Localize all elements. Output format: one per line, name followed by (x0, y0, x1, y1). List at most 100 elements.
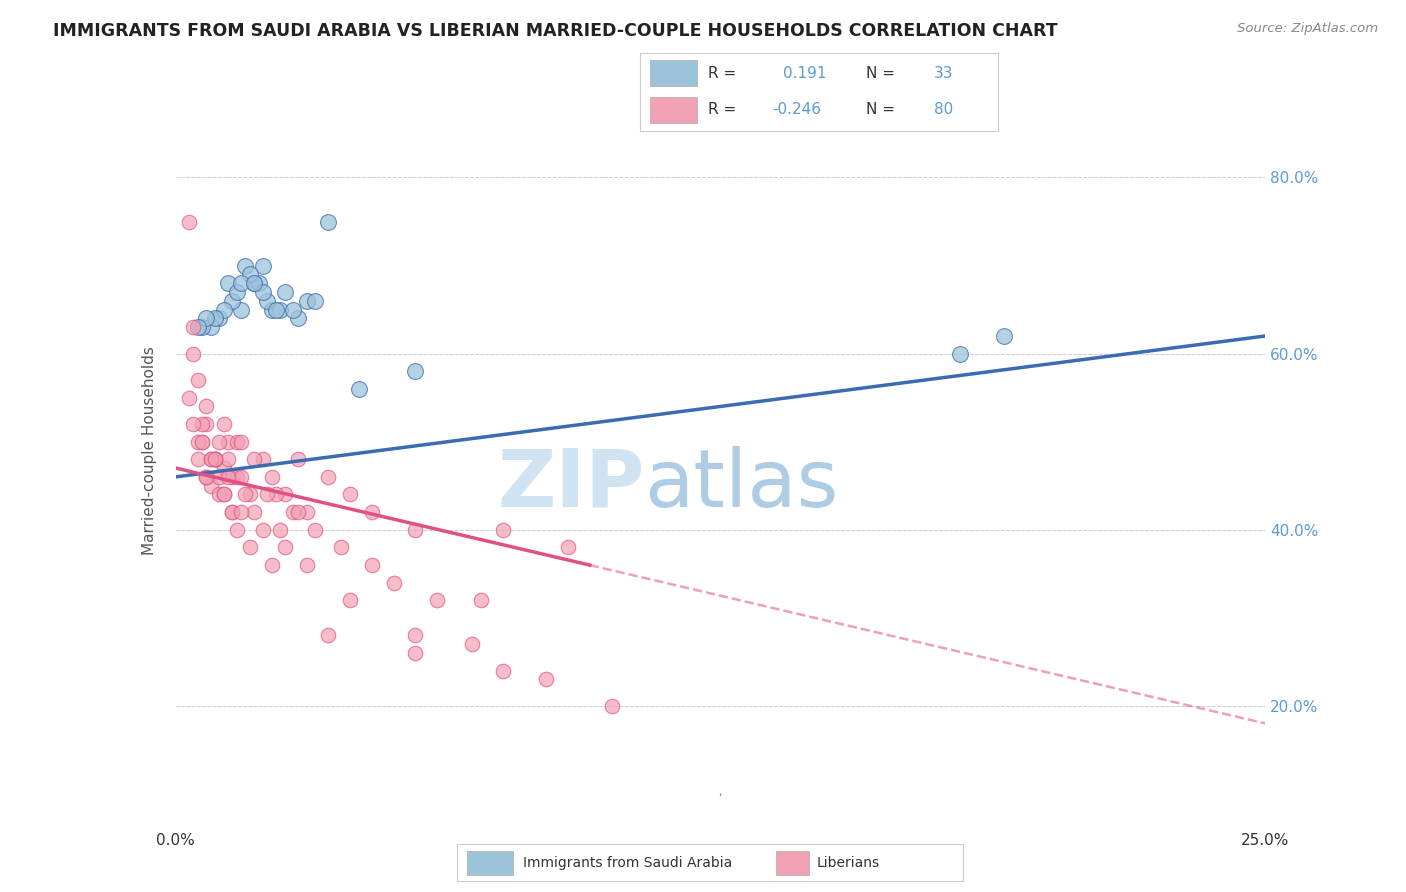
Point (405, 364, 427, 378)
Point (239, 268, 262, 282)
Point (231, 302, 253, 317)
Bar (776, 851, 808, 874)
Text: IMMIGRANTS FROM SAUDI ARABIA VS LIBERIAN MARRIED-COUPLE HOUSEHOLDS CORRELATION C: IMMIGRANTS FROM SAUDI ARABIA VS LIBERIAN… (53, 22, 1059, 40)
Point (949, 346, 972, 360)
Point (304, 293, 326, 308)
Point (600, 698, 623, 713)
Point (318, 214, 340, 228)
Point (200, 452, 222, 467)
Text: Source: ZipAtlas.com: Source: ZipAtlas.com (1237, 22, 1378, 36)
Point (231, 470, 253, 484)
Point (252, 259, 274, 273)
Point (426, 593, 449, 607)
Point (260, 558, 283, 572)
Point (295, 505, 318, 519)
Point (256, 293, 278, 308)
Text: 33: 33 (934, 65, 953, 80)
Point (235, 259, 257, 273)
Point (208, 434, 231, 449)
Point (405, 646, 427, 660)
Point (195, 470, 218, 484)
Point (212, 461, 235, 475)
Point (221, 505, 243, 519)
Point (181, 417, 204, 431)
Point (231, 276, 253, 290)
Point (191, 320, 214, 334)
Point (361, 505, 384, 519)
Point (225, 523, 247, 537)
Point (217, 470, 239, 484)
Text: 0.0%: 0.0% (156, 833, 195, 847)
Point (339, 487, 361, 501)
Text: R =: R = (707, 65, 737, 80)
Point (260, 470, 283, 484)
Point (225, 434, 247, 449)
Point (295, 558, 318, 572)
Point (256, 487, 278, 501)
Point (200, 452, 222, 467)
Text: 25.0%: 25.0% (1241, 833, 1289, 847)
Point (287, 505, 309, 519)
Point (208, 487, 231, 501)
Point (195, 417, 218, 431)
Point (181, 346, 204, 360)
Point (347, 382, 370, 396)
Point (200, 320, 222, 334)
Point (274, 487, 297, 501)
Point (492, 664, 515, 678)
Point (204, 452, 226, 467)
Point (382, 575, 405, 590)
Point (252, 285, 274, 299)
Point (318, 470, 340, 484)
Point (264, 487, 287, 501)
Point (557, 541, 579, 555)
Point (191, 434, 214, 449)
Text: N =: N = (866, 103, 894, 118)
Text: ZIP: ZIP (498, 446, 644, 524)
Point (470, 593, 492, 607)
Point (195, 400, 218, 414)
Bar (467, 851, 513, 874)
Point (177, 391, 200, 405)
Point (191, 417, 214, 431)
Point (243, 505, 266, 519)
Point (217, 434, 239, 449)
Y-axis label: Married-couple Households: Married-couple Households (142, 346, 157, 555)
Text: 80: 80 (934, 103, 953, 118)
Point (339, 593, 361, 607)
Point (181, 320, 204, 334)
Point (304, 523, 326, 537)
Point (993, 329, 1015, 343)
Text: N =: N = (866, 65, 894, 80)
Point (269, 302, 291, 317)
Point (264, 302, 287, 317)
Point (260, 302, 283, 317)
Point (283, 505, 305, 519)
Point (191, 434, 214, 449)
Bar (651, 61, 697, 87)
Text: Liberians: Liberians (817, 855, 879, 870)
Point (221, 293, 243, 308)
Point (217, 452, 239, 467)
Point (235, 487, 257, 501)
Point (318, 628, 340, 642)
Point (212, 487, 235, 501)
Point (492, 523, 515, 537)
Point (252, 523, 274, 537)
Point (269, 523, 291, 537)
Text: -0.246: -0.246 (772, 103, 821, 118)
Point (208, 311, 231, 326)
Point (195, 470, 218, 484)
Text: Immigrants from Saudi Arabia: Immigrants from Saudi Arabia (523, 855, 733, 870)
Point (287, 311, 309, 326)
Point (212, 487, 235, 501)
Point (283, 302, 305, 317)
Point (221, 470, 243, 484)
Point (461, 637, 484, 651)
Point (200, 478, 222, 492)
Point (204, 311, 226, 326)
Point (239, 541, 262, 555)
Point (186, 373, 209, 387)
Point (231, 505, 253, 519)
Point (274, 541, 297, 555)
